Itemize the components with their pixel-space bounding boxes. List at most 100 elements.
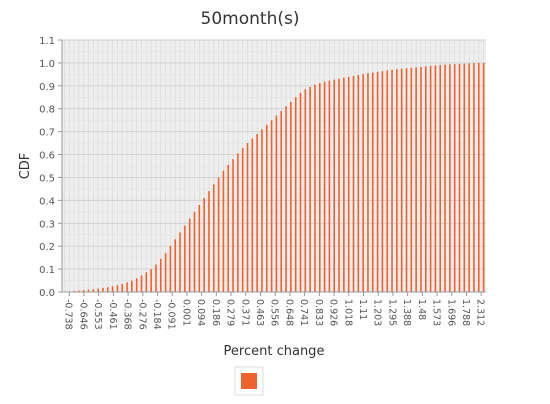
- cdf-bar: [199, 205, 201, 292]
- cdf-bar: [179, 232, 181, 292]
- cdf-bar: [280, 111, 282, 292]
- x-tick-label: 0.741: [298, 299, 309, 326]
- cdf-bar: [290, 102, 292, 292]
- x-tick-label: 1.11: [357, 299, 368, 320]
- cdf-bar: [146, 272, 148, 292]
- cdf-bar: [367, 73, 369, 292]
- cdf-bar: [309, 87, 311, 292]
- y-tick-label: 0.6: [39, 151, 55, 162]
- cdf-bar: [247, 143, 249, 292]
- cdf-bar: [126, 282, 128, 292]
- cdf-bar: [406, 68, 408, 292]
- cdf-bar: [155, 265, 157, 292]
- cdf-bar: [377, 72, 379, 292]
- x-tick-label: 0.648: [283, 299, 294, 326]
- cdf-bar: [425, 66, 427, 292]
- x-tick-label: 1.295: [386, 299, 397, 326]
- x-tick-label: 1.788: [460, 299, 471, 326]
- cdf-bar: [319, 83, 321, 292]
- x-tick-label: 1.018: [342, 299, 353, 326]
- cdf-bar: [256, 134, 258, 292]
- cdf-bar: [333, 80, 335, 292]
- cdf-bar: [218, 177, 220, 292]
- y-tick-label: 0.9: [39, 82, 55, 93]
- x-tick-label: 1.388: [401, 299, 412, 326]
- cdf-bar: [353, 76, 355, 292]
- cdf-bar: [276, 116, 278, 292]
- x-tick-label: -0.368: [122, 299, 133, 330]
- cdf-bar: [121, 284, 123, 292]
- cdf-bar: [141, 276, 143, 292]
- y-tick-label: 0.1: [39, 265, 55, 276]
- y-tick-label: 0.7: [39, 128, 55, 139]
- y-tick-label: 0.4: [39, 196, 55, 207]
- cdf-bar: [454, 64, 456, 292]
- y-tick-label: 1.1: [39, 36, 55, 47]
- cdf-bar: [160, 259, 162, 292]
- cdf-bar: [242, 148, 244, 292]
- cdf-bar: [170, 246, 172, 292]
- legend-swatch: [241, 373, 257, 389]
- cdf-bar: [295, 97, 297, 292]
- cdf-bar: [232, 159, 234, 292]
- cdf-bar: [252, 139, 254, 292]
- cdf-bar: [386, 70, 388, 292]
- x-tick-label: 1.573: [431, 299, 442, 326]
- cdf-bar: [305, 89, 307, 292]
- cdf-bar: [314, 85, 316, 292]
- x-tick-label: 0.279: [225, 299, 236, 326]
- y-tick-label: 0.0: [39, 288, 55, 299]
- x-tick-label: -0.184: [151, 299, 162, 330]
- cdf-bar: [213, 184, 215, 292]
- cdf-bar: [382, 71, 384, 292]
- y-tick-label: 0.3: [39, 219, 55, 230]
- x-tick-label: 1.696: [445, 299, 456, 326]
- x-tick-labels: -0.738-0.646-0.553-0.461-0.368-0.276-0.1…: [63, 299, 486, 330]
- cdf-bar: [117, 285, 119, 292]
- x-tick-label: 0.556: [269, 299, 280, 326]
- cdf-bar: [150, 269, 152, 292]
- cdf-bar: [324, 82, 326, 292]
- cdf-bar: [266, 125, 268, 292]
- y-tick-label: 0.2: [39, 242, 55, 253]
- cdf-bar: [97, 289, 99, 292]
- cdf-bar: [391, 70, 393, 292]
- cdf-bar: [439, 65, 441, 292]
- x-tick-label: -0.738: [63, 299, 74, 330]
- y-tick-label: 1.0: [39, 59, 55, 70]
- cdf-bar: [189, 219, 191, 292]
- x-tick-label: 0.463: [254, 299, 265, 326]
- x-tick-label: -0.091: [166, 299, 177, 330]
- cdf-bar: [174, 239, 176, 292]
- cdf-bar: [136, 278, 138, 292]
- cdf-bar: [411, 68, 413, 292]
- cdf-bar: [401, 69, 403, 292]
- cdf-bar: [208, 191, 210, 292]
- cdf-bar: [285, 106, 287, 292]
- cdf-bar: [372, 73, 374, 292]
- cdf-bar: [464, 64, 466, 292]
- cdf-bar: [478, 63, 480, 292]
- y-tick-labels: 0.00.10.20.30.40.50.60.70.80.91.01.1: [39, 36, 55, 299]
- chart-title: 50month(s): [201, 9, 300, 29]
- cdf-bar: [203, 198, 205, 292]
- cdf-bar: [165, 253, 167, 292]
- cdf-bar: [261, 129, 263, 292]
- cdf-bar: [338, 79, 340, 292]
- cdf-bar: [343, 78, 345, 292]
- cdf-bar: [362, 74, 364, 292]
- cdf-bar: [223, 171, 225, 292]
- x-axis-label: Percent change: [224, 344, 325, 359]
- x-tick-label: 1.203: [372, 299, 383, 326]
- cdf-bar: [102, 288, 104, 292]
- x-tick-label: 0.001: [180, 299, 191, 326]
- cdf-bar: [435, 65, 437, 292]
- cdf-bar: [468, 63, 470, 292]
- cdf-bar: [348, 77, 350, 292]
- x-tick-label: -0.553: [92, 299, 103, 330]
- cdf-bar: [444, 65, 446, 292]
- cdf-bar: [107, 287, 109, 292]
- x-tick-label: 0.371: [239, 299, 250, 326]
